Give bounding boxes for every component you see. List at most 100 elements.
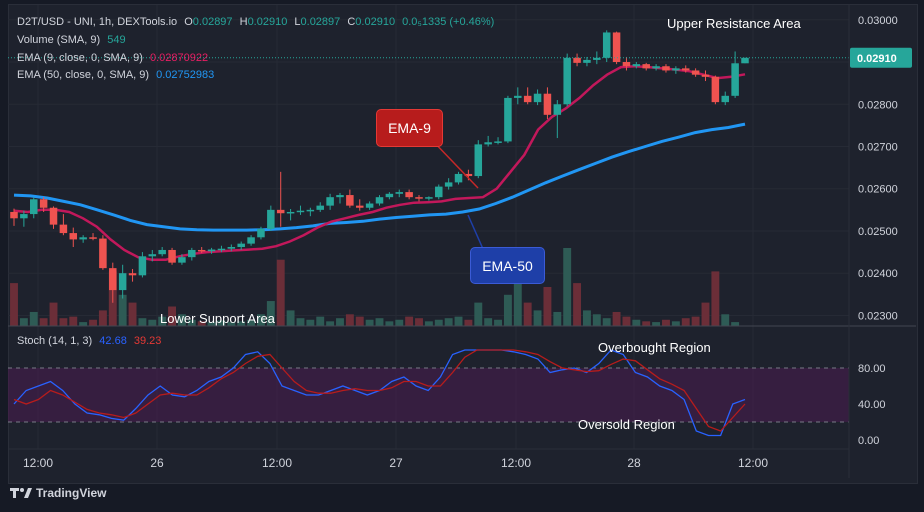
volume-bar xyxy=(662,319,670,326)
open-value: 0.02897 xyxy=(192,16,233,28)
tradingview-brand[interactable]: TradingView xyxy=(10,486,106,500)
candle-body xyxy=(118,273,127,291)
time-tick-label: 28 xyxy=(627,456,641,470)
price-tick-label: 0.02500 xyxy=(858,226,898,238)
candle-body xyxy=(346,195,354,206)
price-tick-label: 0.02700 xyxy=(858,141,898,153)
candle-body xyxy=(553,104,562,115)
candle-body xyxy=(444,182,453,187)
volume-bar xyxy=(69,316,78,326)
volume-bar xyxy=(671,321,680,326)
candle-body xyxy=(642,64,650,69)
close-value: 0.02910 xyxy=(355,16,396,28)
price-tick-label: 0.02400 xyxy=(858,268,898,280)
volume-bar xyxy=(395,319,404,326)
price-tick-label: 0.02800 xyxy=(858,99,898,111)
volume-bar xyxy=(365,319,374,326)
volume-bar xyxy=(622,316,631,326)
candle-body xyxy=(138,256,147,276)
time-tick-label: 12:00 xyxy=(262,456,292,470)
oversold-label: Oversold Region xyxy=(578,417,675,432)
candle-body xyxy=(10,211,18,219)
volume-value: 549 xyxy=(107,34,126,46)
candle-body xyxy=(247,237,255,244)
candle-body xyxy=(533,93,542,103)
time-tick-label: 12:00 xyxy=(738,456,768,470)
lower-support-label: Lower Support Area xyxy=(160,311,275,326)
volume-bar xyxy=(168,306,177,326)
candle-body xyxy=(148,254,157,257)
ema9-legend[interactable]: EMA (9, close, 0, SMA, 9) 0.02870922 xyxy=(17,52,212,64)
candle-body xyxy=(464,173,473,177)
candle-body xyxy=(59,224,68,234)
low-value: 0.02897 xyxy=(300,16,341,28)
price-tick-label: 0.02600 xyxy=(858,184,898,196)
volume-bar xyxy=(642,321,651,326)
ema50-line xyxy=(13,122,746,232)
symbol-title[interactable]: D2T/USD - UNI, 1h, DEXTools.io xyxy=(17,16,178,28)
candle-body xyxy=(484,142,492,145)
volume-bar xyxy=(118,294,127,326)
candle-body xyxy=(128,273,137,276)
candle-body xyxy=(355,205,364,208)
volume-bar xyxy=(148,319,157,326)
candle-body xyxy=(207,249,216,252)
time-tick-label: 27 xyxy=(389,456,403,470)
candle-body xyxy=(257,228,265,238)
candle-body xyxy=(405,192,413,198)
volume-legend[interactable]: Volume (SMA, 9) 549 xyxy=(17,34,130,46)
stoch-tick-label: 40.00 xyxy=(858,399,886,411)
volume-bar xyxy=(592,314,601,326)
volume-bar xyxy=(207,322,216,326)
candle-body xyxy=(49,207,58,225)
candle-body xyxy=(395,192,404,194)
price-tick-label: 0.03000 xyxy=(858,15,898,27)
candle-body xyxy=(306,209,315,212)
ema50-legend[interactable]: EMA (50, close, 0, SMA, 9) 0.02752983 xyxy=(17,69,218,81)
candle-body xyxy=(662,66,670,71)
candle-body xyxy=(375,197,384,204)
brand-name: TradingView xyxy=(36,486,107,500)
volume-bar xyxy=(494,319,502,326)
volume-bar xyxy=(464,319,473,326)
volume-bar xyxy=(306,319,315,326)
stoch-legend[interactable]: Stoch (14, 1, 3) 42.68 39.23 xyxy=(17,335,165,347)
volume-bar xyxy=(355,316,364,326)
volume-bar xyxy=(711,271,720,326)
candle-body xyxy=(336,195,344,198)
volume-bar xyxy=(721,314,730,326)
candle-body xyxy=(365,203,374,208)
candle-body xyxy=(109,268,117,291)
volume-bar xyxy=(444,318,453,326)
volume-bar xyxy=(158,316,167,326)
ema9-line xyxy=(13,64,746,261)
volume-bar xyxy=(701,302,710,326)
volume-bar xyxy=(227,322,236,326)
volume-bar xyxy=(177,314,186,326)
candle-body xyxy=(691,70,700,75)
candle-body xyxy=(385,193,394,198)
change-value: 0.0₅1335 (+0.46%) xyxy=(402,16,495,28)
candle-body xyxy=(731,63,739,96)
candle-body xyxy=(563,57,571,105)
candle-body xyxy=(415,197,423,199)
volume-bar xyxy=(582,310,591,326)
volume-bar xyxy=(326,321,335,326)
candle-body xyxy=(593,57,601,60)
volume-bar xyxy=(247,319,256,326)
low-label: L xyxy=(294,16,301,28)
candles xyxy=(10,30,749,303)
volume-bar xyxy=(286,310,295,326)
volume-bar xyxy=(543,287,552,326)
candle-body xyxy=(237,243,245,248)
volume-label: Volume (SMA, 9) xyxy=(17,34,101,46)
candle-body xyxy=(69,233,78,240)
volume-bar xyxy=(296,318,305,326)
volume-bar xyxy=(632,319,641,326)
price-tick-label: 0.02300 xyxy=(858,310,898,322)
candle-body xyxy=(326,197,334,206)
volume-bar xyxy=(513,283,522,326)
ema-lines xyxy=(13,64,746,261)
current-price-text: 0.02910 xyxy=(857,53,897,65)
